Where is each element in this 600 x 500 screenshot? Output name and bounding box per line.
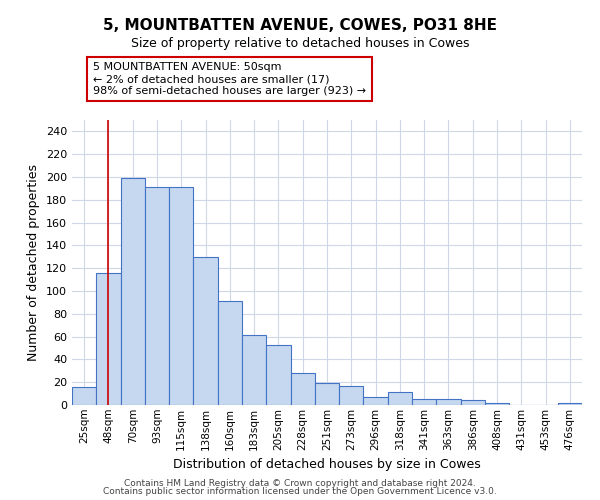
Bar: [72, 387, 96, 405]
Bar: [436, 400, 461, 405]
Text: Contains public sector information licensed under the Open Government Licence v3: Contains public sector information licen…: [103, 487, 497, 496]
Text: Contains HM Land Registry data © Crown copyright and database right 2024.: Contains HM Land Registry data © Crown c…: [124, 478, 476, 488]
Bar: [121, 178, 145, 405]
Bar: [339, 386, 364, 405]
X-axis label: Distribution of detached houses by size in Cowes: Distribution of detached houses by size …: [173, 458, 481, 471]
Text: 5 MOUNTBATTEN AVENUE: 50sqm
← 2% of detached houses are smaller (17)
98% of semi: 5 MOUNTBATTEN AVENUE: 50sqm ← 2% of deta…: [93, 62, 366, 96]
Bar: [218, 302, 242, 405]
Bar: [315, 384, 339, 405]
Text: Size of property relative to detached houses in Cowes: Size of property relative to detached ho…: [131, 38, 469, 51]
Bar: [290, 373, 315, 405]
Bar: [461, 400, 485, 405]
Bar: [145, 188, 169, 405]
Bar: [169, 188, 193, 405]
Bar: [193, 257, 218, 405]
Y-axis label: Number of detached properties: Number of detached properties: [28, 164, 40, 361]
Bar: [96, 273, 121, 405]
Bar: [558, 402, 582, 405]
Bar: [412, 400, 436, 405]
Bar: [266, 344, 290, 405]
Bar: [388, 392, 412, 405]
Text: 5, MOUNTBATTEN AVENUE, COWES, PO31 8HE: 5, MOUNTBATTEN AVENUE, COWES, PO31 8HE: [103, 18, 497, 32]
Bar: [485, 402, 509, 405]
Bar: [364, 397, 388, 405]
Bar: [242, 336, 266, 405]
